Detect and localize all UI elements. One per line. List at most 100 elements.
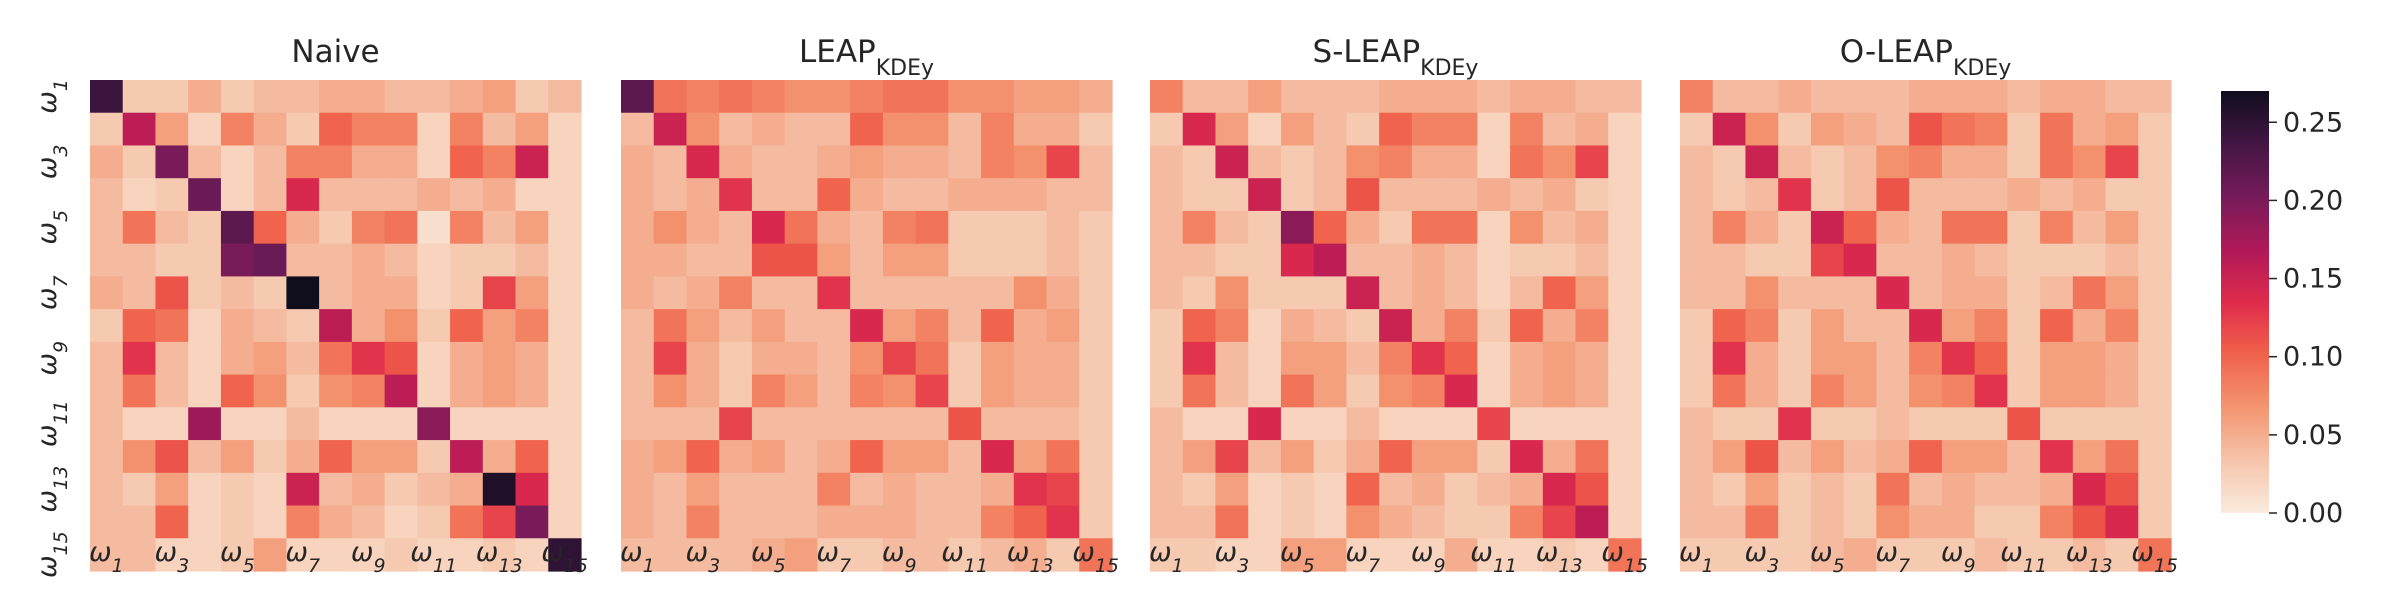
heatmap-cell — [351, 374, 386, 408]
heatmap-cell — [1477, 407, 1511, 441]
heatmap-cell — [719, 341, 753, 376]
heatmap-cell — [2105, 309, 2139, 343]
heatmap-cell — [817, 407, 851, 441]
heatmap-cell — [1876, 276, 1910, 310]
heatmap-cell — [1843, 341, 1877, 376]
heatmap-cell — [751, 276, 786, 310]
heatmap-cell — [2138, 80, 2172, 114]
heatmap-cell — [1313, 309, 1347, 343]
heatmap-cell — [482, 112, 517, 147]
heatmap-cell — [90, 210, 124, 245]
heatmap-cell — [1079, 440, 1113, 474]
heatmap-cell — [1542, 505, 1577, 539]
heatmap-cell — [2040, 440, 2074, 474]
heatmap-cell — [1608, 309, 1642, 343]
panel-title: LEAPKDEy — [799, 34, 934, 81]
heatmap-cell — [1013, 178, 1048, 212]
heatmap-cell — [1909, 112, 1943, 147]
heatmap-cell — [1810, 472, 1845, 507]
heatmap-cell — [1745, 178, 1779, 212]
heatmap-cell — [2040, 538, 2074, 572]
heatmap-cell — [1411, 145, 1446, 179]
heatmap-cell — [122, 178, 157, 212]
heatmap-cell — [450, 276, 484, 310]
colorbar: 0.00 0.05 0.10 0.15 0.20 0.25 — [2221, 91, 2343, 529]
heatmap-cell — [1510, 276, 1544, 310]
heatmap-cell — [850, 440, 884, 474]
heatmap-cell — [882, 243, 917, 277]
heatmap-cell — [482, 210, 517, 245]
heatmap-cell — [1712, 374, 1747, 408]
heatmap-cell — [1013, 341, 1048, 376]
heatmap-cell — [1444, 80, 1478, 114]
heatmap-cell — [1150, 112, 1184, 147]
heatmap-cell — [155, 472, 189, 507]
heatmap-cell — [188, 374, 222, 408]
heatmap-cell — [548, 178, 582, 212]
heatmap-cell — [1313, 145, 1347, 179]
heatmap-cell — [686, 276, 720, 310]
heatmap-cell — [621, 112, 655, 147]
heatmap-cell — [384, 178, 418, 212]
heatmap-cell — [1379, 538, 1413, 572]
heatmap-cell — [319, 374, 353, 408]
heatmap-cell — [1810, 178, 1845, 212]
heatmap-cell — [122, 538, 157, 572]
heatmap-cell — [1941, 243, 1976, 277]
x-tick-label: ω1 — [1679, 537, 1714, 577]
heatmap-cell — [1444, 374, 1478, 408]
heatmap-cell — [621, 80, 655, 114]
heatmap-cell — [621, 472, 655, 507]
heatmap-cell — [2007, 407, 2041, 441]
heatmap-cell — [1575, 538, 1609, 572]
heatmap-cell — [1745, 374, 1779, 408]
heatmap-cell — [981, 440, 1015, 474]
heatmap-cell — [1248, 472, 1282, 507]
heatmap-cell — [1477, 440, 1511, 474]
heatmap-cell — [1182, 243, 1217, 277]
heatmap-cell — [2007, 276, 2041, 310]
heatmap-cell — [1810, 505, 1845, 539]
heatmap-cell — [90, 80, 124, 114]
heatmap-cell — [915, 112, 949, 147]
heatmap-cell — [1013, 276, 1048, 310]
heatmap-cell — [548, 538, 582, 572]
heatmap-cell — [1712, 309, 1747, 343]
heatmap-cell — [621, 276, 655, 310]
heatmap-cell — [1411, 80, 1446, 114]
heatmap-cell — [319, 145, 353, 179]
heatmap-cell — [122, 341, 157, 376]
heatmap-cell — [417, 407, 451, 441]
heatmap-cell — [1575, 145, 1609, 179]
heatmap-cell — [122, 440, 157, 474]
heatmap-cell — [253, 112, 287, 147]
heatmap-cell — [1745, 538, 1779, 572]
heatmap-cell — [155, 374, 189, 408]
heatmap-cell — [253, 341, 287, 376]
heatmap-cell — [1680, 341, 1714, 376]
x-tick-label: ω9 — [1941, 537, 1976, 577]
y-tick-label: ω7 — [32, 275, 72, 310]
heatmap-cell — [1346, 440, 1380, 474]
heatmap-cell — [686, 210, 720, 245]
heatmap-cell — [1150, 309, 1184, 343]
heatmap-cell — [548, 505, 582, 539]
heatmap-cell — [1150, 505, 1184, 539]
heatmap-cell — [1182, 276, 1217, 310]
heatmap-cell — [122, 309, 157, 343]
heatmap-cell — [1379, 341, 1413, 376]
heatmap-cell — [1013, 538, 1048, 572]
heatmap-cell — [653, 243, 688, 277]
heatmap-cell — [1608, 440, 1642, 474]
heatmap-cell — [1712, 210, 1747, 245]
heatmap-cell — [515, 472, 549, 507]
heatmap-cell — [1745, 276, 1779, 310]
heatmap-cell — [515, 80, 549, 114]
heatmap-cell — [1974, 309, 2008, 343]
heatmap-cell — [1313, 112, 1347, 147]
heatmap-cell — [1280, 505, 1315, 539]
heatmap-cell — [1974, 210, 2008, 245]
heatmap-cell — [417, 341, 451, 376]
heatmap-cell — [1974, 112, 2008, 147]
heatmap-cell — [2040, 276, 2074, 310]
